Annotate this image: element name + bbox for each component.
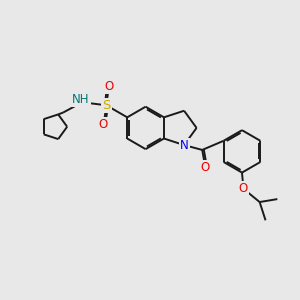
Text: O: O [201,161,210,174]
Text: O: O [99,118,108,131]
Text: S: S [102,99,110,112]
Text: O: O [239,182,248,195]
Text: N: N [180,139,188,152]
Text: NH: NH [72,93,89,106]
Text: O: O [105,80,114,93]
